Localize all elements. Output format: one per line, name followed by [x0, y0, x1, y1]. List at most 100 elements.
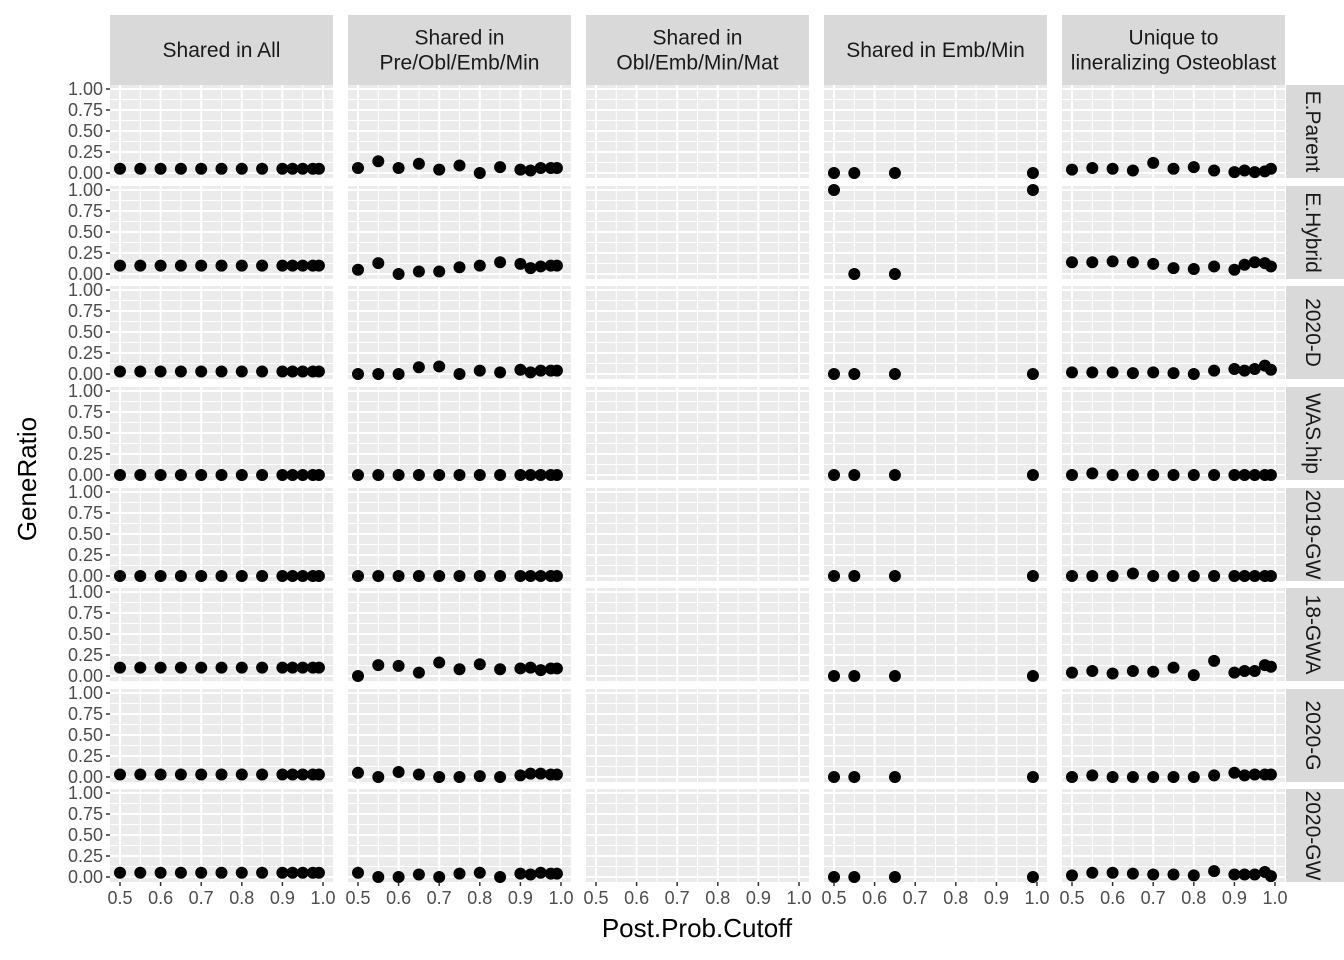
data-point: [473, 570, 486, 582]
data-point: [550, 768, 563, 781]
column-strip-label: Shared in: [415, 27, 505, 50]
data-point: [1187, 262, 1200, 275]
row-strip-label: 2019-GW: [1301, 490, 1324, 580]
data-point: [1066, 256, 1078, 269]
data-point: [195, 866, 208, 879]
data-point: [1086, 769, 1099, 782]
data-point: [828, 167, 840, 179]
x-tick-label: 0.8: [705, 888, 730, 908]
data-point: [286, 661, 299, 674]
data-point: [235, 365, 248, 378]
data-point: [412, 157, 425, 170]
data-point: [494, 570, 507, 582]
data-point: [828, 670, 840, 682]
x-tick-label: 0.8: [467, 888, 492, 908]
data-point: [1167, 570, 1180, 582]
data-point: [235, 570, 248, 582]
x-tick-label: 0.6: [624, 888, 649, 908]
y-tick-label: 0.50: [68, 121, 103, 141]
data-point: [1187, 771, 1200, 783]
data-point: [296, 365, 309, 378]
data-point: [1264, 570, 1277, 582]
data-point: [195, 365, 208, 378]
data-point: [1066, 666, 1078, 679]
data-point: [1248, 362, 1261, 375]
row-strip-label: 2020-D: [1301, 298, 1324, 367]
data-point: [514, 163, 527, 176]
data-point: [286, 162, 299, 175]
data-point: [1228, 469, 1241, 481]
x-tick-label: 0.7: [189, 888, 214, 908]
x-tick-label: 0.6: [386, 888, 411, 908]
data-point: [392, 871, 405, 883]
y-tick-label: 0.75: [68, 402, 103, 422]
data-point: [828, 871, 840, 883]
data-point: [888, 871, 901, 883]
column-strip-label: Unique to: [1129, 27, 1219, 50]
data-point: [195, 661, 208, 674]
row-strip: [1286, 387, 1344, 480]
data-point: [235, 469, 248, 481]
data-point: [256, 259, 269, 272]
data-point: [828, 771, 840, 783]
row-strip-label: E.Parent: [1301, 91, 1324, 173]
data-point: [296, 768, 309, 781]
data-point: [215, 259, 228, 272]
data-point: [174, 866, 187, 879]
y-tick-label: 1.00: [68, 280, 103, 300]
data-point: [134, 768, 147, 781]
data-point: [473, 167, 486, 179]
y-tick-label: 1.00: [68, 180, 103, 200]
data-point: [174, 162, 187, 175]
y-tick-label: 0.25: [68, 444, 103, 464]
column-strip-label: Shared in: [653, 27, 743, 50]
data-point: [296, 866, 309, 879]
data-point: [1106, 162, 1119, 175]
data-point: [550, 662, 563, 675]
data-point: [134, 661, 147, 674]
column-strip: [824, 15, 1047, 85]
data-point: [154, 768, 167, 781]
data-point: [154, 259, 167, 272]
data-point: [1228, 570, 1241, 582]
data-point: [1187, 161, 1200, 174]
data-point: [514, 257, 527, 270]
data-point: [524, 661, 537, 674]
data-point: [1208, 469, 1221, 481]
y-tick-label: 0.75: [68, 704, 103, 724]
data-point: [286, 259, 299, 272]
data-point: [256, 768, 269, 781]
data-point: [195, 469, 208, 481]
data-point: [1147, 771, 1160, 783]
data-point: [828, 368, 840, 380]
data-point: [392, 765, 405, 778]
data-point: [433, 163, 446, 176]
data-point: [195, 768, 208, 781]
data-point: [114, 259, 126, 272]
y-tick-label: 1.00: [68, 482, 103, 502]
data-point: [312, 661, 325, 674]
data-point: [1026, 771, 1039, 783]
data-point: [1228, 766, 1241, 779]
data-point: [312, 768, 325, 781]
data-point: [392, 161, 405, 174]
data-point: [550, 161, 563, 174]
data-point: [848, 771, 861, 783]
data-point: [1066, 163, 1078, 176]
data-point: [514, 469, 527, 481]
row-strip: [1286, 286, 1344, 379]
data-point: [1106, 469, 1119, 481]
data-point: [286, 866, 299, 879]
data-point: [412, 469, 425, 481]
data-point: [433, 871, 446, 883]
data-point: [1228, 868, 1241, 881]
y-axes: 0.000.250.500.751.000.000.250.500.751.00…: [68, 79, 110, 887]
data-point: [1208, 260, 1221, 273]
data-point: [276, 661, 289, 674]
data-point: [1066, 469, 1078, 481]
data-point: [1147, 868, 1160, 881]
column-strip-label: Pre/Obl/Emb/Min: [380, 52, 540, 75]
data-point: [888, 368, 901, 380]
data-point: [154, 570, 167, 582]
data-point: [312, 365, 325, 378]
